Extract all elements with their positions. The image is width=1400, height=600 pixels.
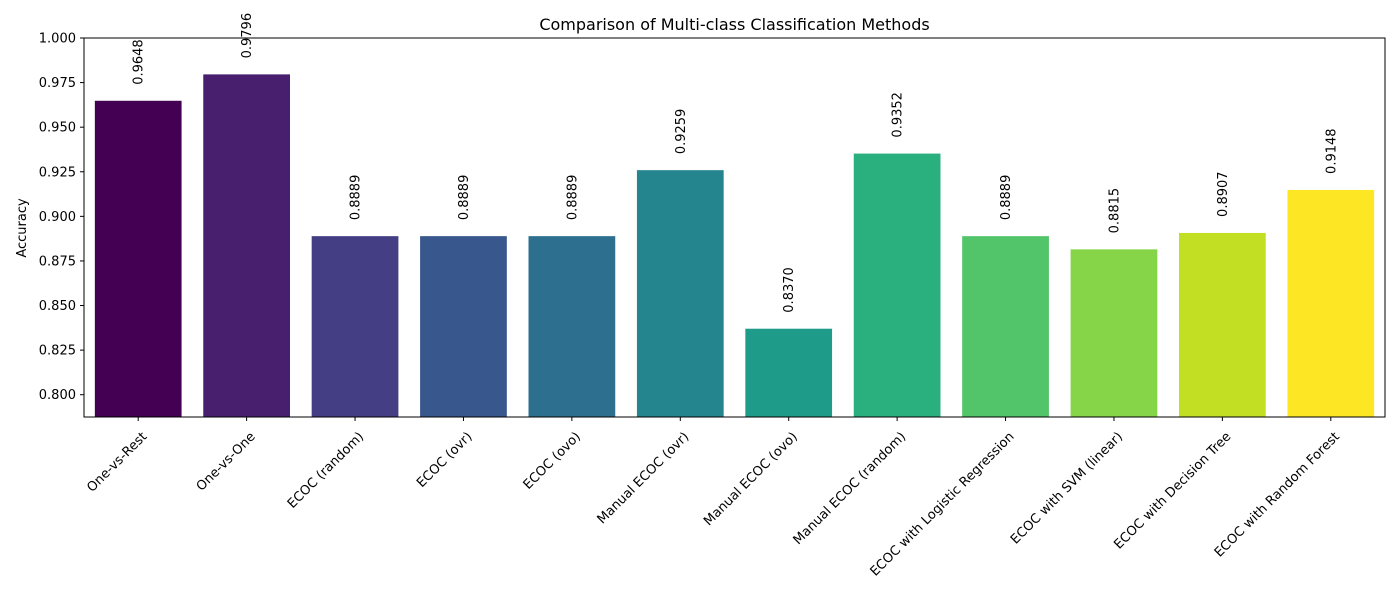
bar (528, 236, 616, 417)
chart-title: Comparison of Multi-class Classification… (539, 15, 929, 34)
bar-value-label: 0.9648 (132, 39, 147, 85)
bar-value-label: 0.8370 (782, 267, 797, 313)
bar (311, 236, 399, 417)
y-axis-label: Accuracy (15, 198, 30, 258)
bar-value-label: 0.8889 (457, 175, 472, 221)
bar (636, 170, 724, 417)
bar-value-label: 0.9259 (674, 109, 689, 155)
bar-value-label: 0.9796 (240, 13, 255, 59)
bar (1179, 232, 1266, 417)
bar (853, 153, 941, 418)
bars (94, 74, 1375, 418)
y-tick-label: 0.900 (39, 210, 76, 225)
y-tick-label: 0.950 (39, 121, 76, 136)
y-tick-label: 0.825 (39, 344, 76, 359)
data-labels: 0.9648 0.9796 0.8889 0.8889 0.8889 0.9259 0.83… (132, 13, 1340, 313)
y-tick-label: 0.875 (39, 254, 76, 269)
y-tick-label: 0.925 (39, 165, 76, 180)
bar (1287, 189, 1375, 417)
y-tick-label: 0.850 (39, 299, 76, 314)
bar-value-label: 0.8889 (349, 175, 364, 221)
y-tick-label: 0.975 (39, 76, 76, 91)
plot-frame (83, 37, 1386, 418)
bar-value-label: 0.8889 (999, 175, 1014, 221)
bar (1070, 249, 1158, 417)
bar (962, 236, 1049, 417)
bar (203, 74, 290, 417)
bar-value-label: 0.9352 (891, 92, 906, 138)
bar (94, 100, 182, 417)
bar-value-label: 0.9148 (1324, 128, 1339, 174)
bar (420, 236, 507, 417)
y-tick-label: 1.000 (39, 32, 76, 47)
y-axis-ticks: 0.800 0.825 0.850 0.875 0.900 0.925 0.950 0.975… (39, 32, 84, 403)
bar (745, 328, 833, 417)
y-tick-label: 0.800 (39, 388, 76, 403)
bar-value-label: 0.8907 (1216, 171, 1231, 217)
bar-value-label: 0.8815 (1107, 188, 1122, 234)
bar-value-label: 0.8889 (565, 175, 580, 221)
